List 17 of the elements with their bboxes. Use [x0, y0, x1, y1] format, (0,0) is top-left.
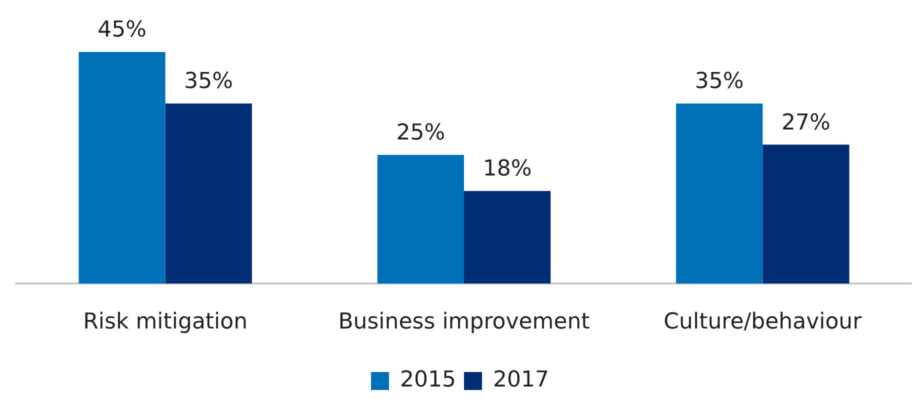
- legend-label: 2017: [493, 368, 549, 393]
- bar: [165, 103, 252, 284]
- data-label: 45%: [98, 18, 146, 43]
- data-label: 35%: [694, 69, 744, 94]
- bar: [464, 190, 551, 284]
- bar: [377, 154, 464, 284]
- x-tick-label: Culture/behaviour: [664, 310, 863, 335]
- legend-label: 2015: [400, 368, 456, 393]
- data-label: 27%: [782, 110, 830, 136]
- data-label: 18%: [482, 156, 532, 182]
- bar: [78, 52, 166, 284]
- x-tick-label: Risk mitigation: [83, 310, 248, 335]
- data-label: 35%: [184, 69, 234, 94]
- data-label: 25%: [396, 120, 446, 146]
- bar: [762, 144, 850, 284]
- bar: [676, 103, 763, 284]
- x-tick-label: Business improvement: [338, 310, 590, 335]
